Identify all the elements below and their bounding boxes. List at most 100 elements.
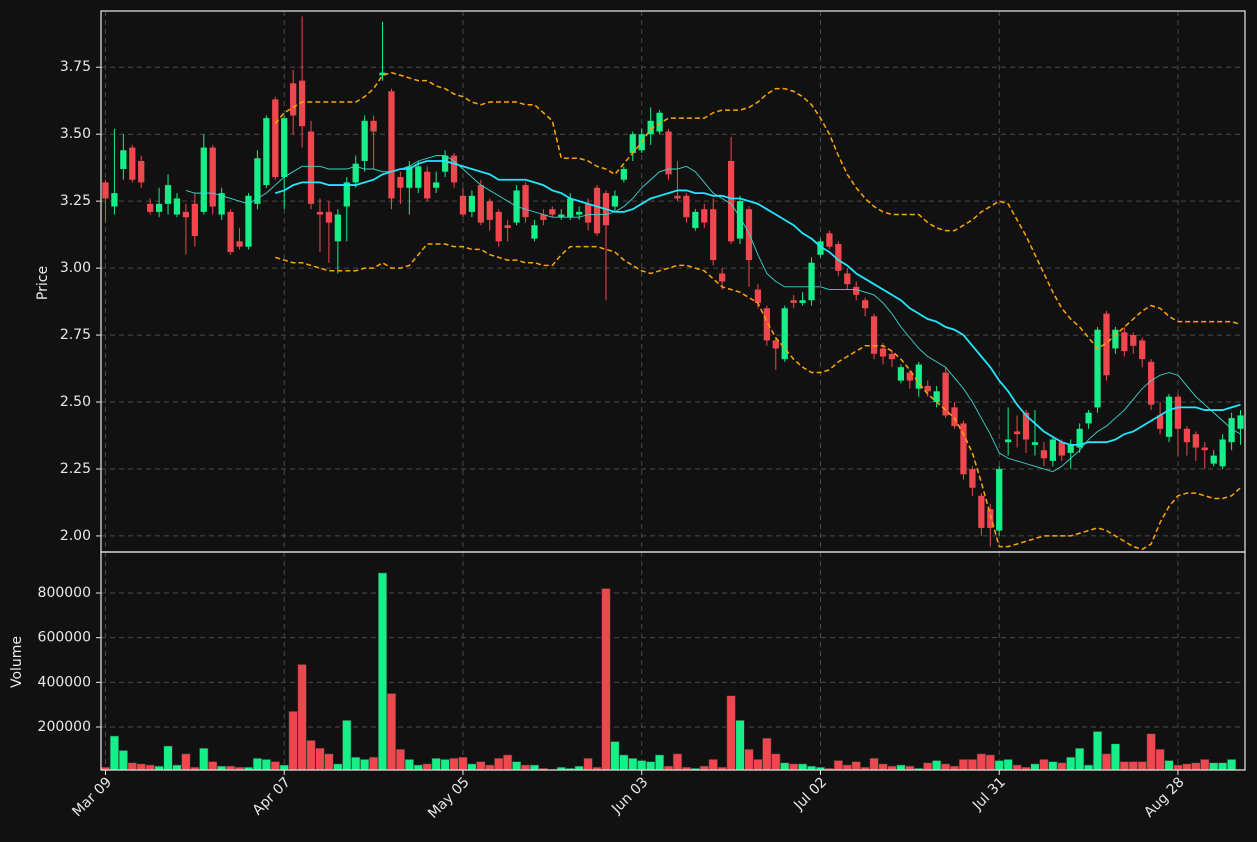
volume-bar	[833, 760, 843, 771]
volume-bar	[494, 757, 504, 771]
candle-body	[415, 166, 422, 188]
candle-body	[996, 468, 1003, 531]
volume-bar	[985, 754, 995, 771]
volume-bar	[503, 754, 513, 771]
candle-body	[236, 241, 243, 247]
candle-body	[1031, 442, 1039, 445]
candle-body	[352, 163, 359, 183]
candle-body	[1148, 361, 1155, 405]
candle-body	[254, 158, 261, 204]
candle-body	[1067, 444, 1074, 453]
volume-bar	[762, 737, 772, 771]
y-tick-label: 3.25	[60, 193, 91, 209]
candle-body	[388, 91, 395, 199]
volume-axis-label: Volume	[9, 636, 25, 688]
volume-bar	[413, 764, 423, 771]
candle-body	[522, 185, 529, 218]
candle-body	[468, 195, 476, 212]
candle-body	[665, 131, 672, 175]
candle-body	[1210, 455, 1217, 464]
volume-bar	[994, 760, 1004, 771]
volume-bar	[279, 764, 289, 771]
candle-body	[191, 203, 198, 236]
volume-bar	[1182, 763, 1192, 771]
volume-bar	[735, 720, 745, 771]
volume-bar	[351, 756, 361, 771]
candle-body	[754, 289, 762, 303]
candle-body	[942, 372, 949, 416]
candle-body	[906, 372, 913, 381]
candle-body	[495, 211, 502, 242]
volume-bar	[780, 762, 790, 771]
volume-bar	[386, 693, 397, 771]
volume-bar	[1119, 761, 1129, 771]
volume-bar	[878, 763, 888, 771]
y-tick-label: 2.00	[60, 528, 91, 544]
candle-body	[209, 147, 216, 207]
volume-bar	[520, 764, 531, 771]
volume-bar	[1030, 763, 1040, 771]
candle-body	[343, 182, 350, 207]
candle-body	[844, 273, 851, 285]
candle-body	[736, 201, 744, 239]
indicator-line	[185, 155, 1241, 473]
candle-body	[397, 177, 404, 188]
candle-body	[298, 80, 306, 127]
candle-body	[1156, 415, 1164, 429]
indicator-line	[274, 71, 1241, 350]
volume-bar	[798, 763, 808, 771]
volume-bar	[672, 753, 683, 771]
volume-bar	[109, 735, 119, 771]
volume-bar	[1084, 764, 1094, 771]
candle-body	[1192, 434, 1199, 448]
volume-frame	[100, 551, 1246, 771]
y-tick-label: 2.50	[60, 394, 91, 410]
candle-body	[1237, 415, 1244, 429]
candle-body	[987, 509, 994, 528]
candle-body	[111, 193, 118, 207]
candle-body	[558, 214, 565, 218]
candle-body	[173, 198, 181, 215]
candle-body	[138, 160, 145, 183]
candle-body	[593, 187, 601, 234]
volume-bar	[601, 588, 611, 771]
candle-body	[164, 185, 172, 204]
volume-bar	[458, 756, 468, 771]
volume-bar	[1075, 747, 1085, 771]
candle-body	[683, 195, 690, 218]
volume-bar	[485, 764, 495, 771]
volume-bar	[619, 754, 629, 771]
volume-bar	[771, 753, 781, 771]
candle-body	[978, 495, 985, 528]
volume-tick-label: 800000	[38, 585, 91, 601]
volume-bar	[655, 754, 665, 771]
volume-bar	[342, 720, 352, 771]
volume-bar	[923, 762, 933, 771]
volume-bar	[1146, 733, 1156, 771]
candle-body	[1049, 439, 1056, 461]
volume-bar	[208, 761, 218, 771]
volume-bar	[941, 763, 951, 771]
volume-tick-label: 600000	[38, 630, 91, 646]
volume-bar	[118, 750, 128, 771]
volume-bar	[440, 759, 450, 771]
volume-bar	[261, 759, 271, 771]
volume-bar	[270, 761, 280, 771]
y-tick-label: 2.25	[60, 461, 91, 477]
volume-bar	[377, 572, 388, 771]
volume-bar	[851, 761, 861, 771]
volume-bar	[172, 764, 182, 771]
volume-bar	[1218, 762, 1228, 771]
candle-body	[1139, 340, 1146, 360]
candle-body	[620, 169, 627, 180]
volume-bar	[333, 763, 343, 771]
candle-body	[450, 155, 458, 183]
candle-body	[888, 353, 896, 360]
volume-bar	[145, 764, 155, 771]
candle-body	[531, 225, 538, 239]
volume-bar	[610, 741, 620, 771]
candle-body	[263, 118, 270, 186]
candle-body	[504, 225, 511, 228]
candle-body	[1165, 396, 1173, 437]
volume-bar	[932, 760, 942, 771]
